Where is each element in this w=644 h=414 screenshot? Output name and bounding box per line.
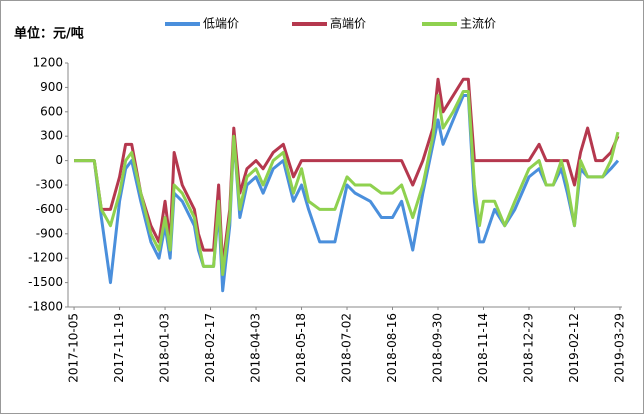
x-tick-label: 2018-04-03 bbox=[249, 313, 263, 383]
series-line bbox=[74, 89, 620, 276]
x-tick-label: 2019-02-12 bbox=[567, 313, 581, 383]
y-tick-label: -1500 bbox=[28, 275, 63, 289]
x-tick-label: 2018-02-17 bbox=[203, 313, 217, 383]
unit-label: 单位：元/吨 bbox=[14, 26, 84, 42]
series-line bbox=[74, 94, 620, 293]
y-tick-label: 0 bbox=[55, 153, 63, 167]
y-tick-label: -300 bbox=[36, 178, 63, 192]
y-tick-label: 1200 bbox=[32, 56, 63, 70]
x-tick-label: 2018-05-18 bbox=[294, 313, 308, 383]
x-tick-label: 2018-08-16 bbox=[385, 313, 399, 383]
x-tick-label: 2018-11-14 bbox=[476, 313, 490, 383]
y-tick-label: -1800 bbox=[28, 300, 63, 314]
y-tick-label: 300 bbox=[40, 129, 63, 143]
x-tick-label: 2017-10-05 bbox=[67, 313, 81, 383]
x-tick-label: 2018-09-30 bbox=[431, 313, 445, 383]
x-tick-label: 2018-12-29 bbox=[521, 313, 535, 383]
y-tick-label: -900 bbox=[36, 226, 63, 240]
y-tick-label: 900 bbox=[40, 80, 63, 94]
x-tick-label: 2019-03-29 bbox=[612, 313, 626, 383]
legend-label: 高端价 bbox=[330, 16, 366, 31]
legend-label: 低端价 bbox=[203, 17, 239, 31]
y-tick-label: 600 bbox=[40, 104, 63, 118]
legend-label: 主流价 bbox=[460, 17, 496, 31]
x-tick-label: 2018-01-03 bbox=[158, 313, 172, 383]
y-tick-label: -1200 bbox=[28, 251, 63, 265]
y-tick-label: -600 bbox=[36, 202, 63, 216]
x-tick-label: 2017-11-19 bbox=[112, 313, 126, 383]
x-tick-label: 2018-07-02 bbox=[340, 313, 354, 383]
